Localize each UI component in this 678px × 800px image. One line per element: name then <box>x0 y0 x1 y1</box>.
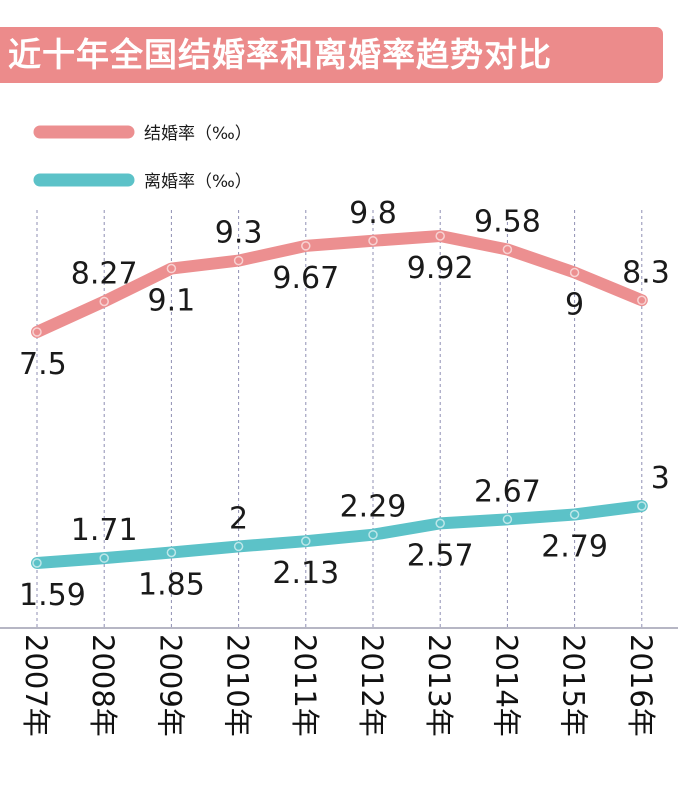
data-point-divorce <box>99 553 109 563</box>
data-label-divorce: 1.71 <box>71 513 138 548</box>
data-label-divorce: 3 <box>651 461 670 496</box>
data-point-divorce <box>301 536 311 546</box>
data-label-divorce: 2.13 <box>272 556 339 591</box>
data-point-marriage <box>233 255 244 266</box>
data-label-divorce: 1.85 <box>138 567 205 602</box>
series-line-marriage <box>31 230 648 338</box>
data-label-marriage: 9.8 <box>349 196 397 231</box>
data-label-divorce: 2.57 <box>407 538 474 573</box>
data-point-marriage <box>301 241 311 251</box>
data-label-divorce: 2.29 <box>340 490 407 525</box>
data-label-divorce: 2.79 <box>541 529 608 564</box>
data-label-divorce: 2 <box>229 501 248 536</box>
data-point-divorce <box>502 514 513 525</box>
x-tick-label: 2015年 <box>557 634 591 737</box>
data-point-marriage <box>166 263 177 274</box>
data-label-marriage: 9.67 <box>272 261 339 296</box>
data-point-marriage <box>32 327 42 337</box>
x-tick-label: 2012年 <box>355 634 389 737</box>
legend-label-marriage: 结婚率（‰） <box>144 124 252 144</box>
data-point-marriage <box>435 231 445 241</box>
data-label-marriage: 9.1 <box>148 284 196 319</box>
data-point-divorce <box>368 529 378 540</box>
x-axis: 2007年 2008年 2009年 2010年 2011年 2012年 2013年 2014年… <box>0 627 678 737</box>
data-point-marriage <box>368 236 378 246</box>
data-point-divorce <box>637 501 647 511</box>
data-label-marriage: 9.58 <box>474 204 541 239</box>
x-tick-label: 2014年 <box>489 634 523 737</box>
legend-label-divorce: 离婚率（‰） <box>144 172 252 192</box>
x-tick-label: 2011年 <box>288 634 322 737</box>
data-label-marriage: 9.92 <box>407 251 474 286</box>
data-point-divorce <box>166 547 177 558</box>
data-label-marriage: 7.5 <box>19 347 67 382</box>
x-tick-label: 2008年 <box>86 634 120 737</box>
data-label-marriage: 8.3 <box>622 255 670 290</box>
chart-title: 近十年全国结婚率和离婚率趋势对比 <box>0 27 663 83</box>
data-point-divorce <box>435 518 445 529</box>
x-tick-label: 2007年 <box>19 634 53 737</box>
x-tick-label: 2010年 <box>221 634 255 737</box>
data-point-marriage <box>569 267 580 278</box>
data-point-marriage <box>502 244 513 255</box>
data-point-marriage <box>99 296 109 307</box>
data-label-divorce: 1.59 <box>19 578 86 613</box>
data-label-marriage: 9.3 <box>215 216 263 251</box>
data-labels: 7.5 8.27 9.1 9.3 9.67 9.8 9.929.58 9 8.3 1.59 1.71… <box>19 196 670 613</box>
data-point-divorce <box>32 558 42 568</box>
x-tick-label: 2009年 <box>153 634 187 737</box>
data-label-marriage: 8.27 <box>71 256 138 291</box>
data-label-divorce: 2.67 <box>474 474 541 509</box>
legend: 结婚率（‰） 离婚率（‰） <box>33 124 252 192</box>
data-label-marriage: 9 <box>565 287 584 322</box>
data-point-divorce <box>569 509 580 520</box>
data-point-divorce <box>233 541 244 552</box>
x-tick-label: 2016年 <box>624 634 658 737</box>
data-point-marriage <box>637 295 647 306</box>
series-line-divorce <box>31 500 648 569</box>
series-lines <box>31 230 648 569</box>
x-tick-label: 2013年 <box>422 634 456 737</box>
